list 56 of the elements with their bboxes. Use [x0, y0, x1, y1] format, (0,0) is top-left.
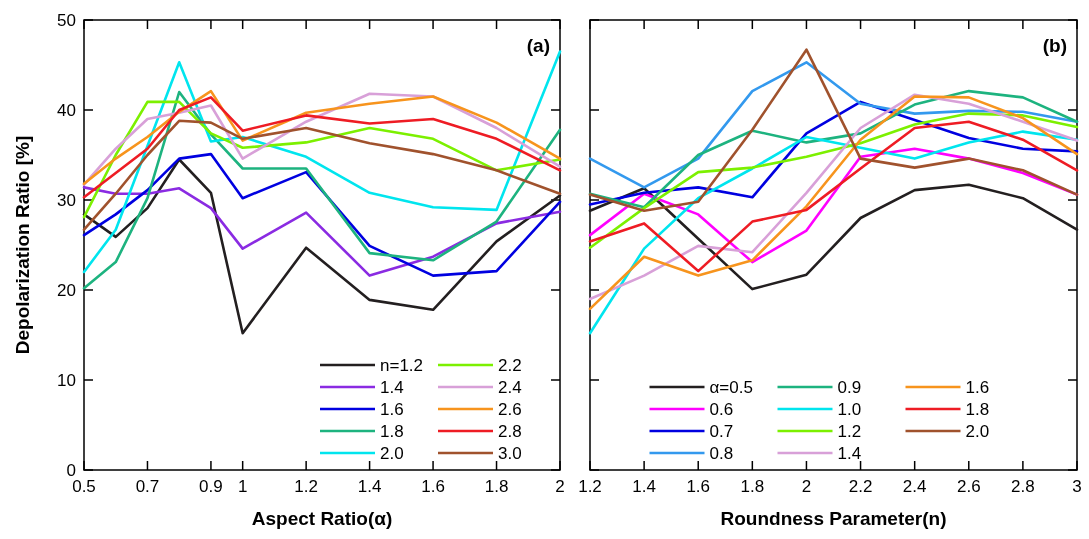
- x-tick-label: 2.4: [902, 477, 927, 496]
- line-series: [82, 158, 562, 335]
- x-tick-label: 0.9: [199, 477, 223, 496]
- legend-label: 2.2: [498, 356, 522, 375]
- x-tick-label: 1.2: [294, 477, 318, 496]
- line-series: [82, 96, 562, 199]
- x-tick-label: 0.7: [135, 477, 160, 496]
- x-tick-label: 2: [555, 477, 565, 496]
- legend-label: 1.8: [380, 422, 404, 441]
- y-tick-label: 40: [57, 101, 76, 120]
- annotation: (a): [526, 35, 550, 56]
- legend-label: 1.6: [380, 400, 404, 419]
- legend-label: 0.9: [837, 378, 862, 397]
- y-tick-label: 0: [66, 461, 76, 480]
- legend-label: 1.8: [965, 400, 990, 419]
- y-tick-label: 20: [57, 281, 76, 300]
- line-series: [82, 90, 562, 290]
- legend-label: 2.8: [498, 422, 522, 441]
- y-tick-label: 10: [57, 371, 76, 390]
- legend-label: 1.0: [837, 400, 862, 419]
- x-tick-label: 1.8: [484, 477, 509, 496]
- annotation: (b): [1042, 35, 1067, 56]
- legend-label: 2.6: [498, 400, 522, 419]
- x-tick-label: 1.8: [740, 477, 765, 496]
- legend-label: 2.0: [965, 422, 990, 441]
- x-tick-label: 1.6: [421, 477, 445, 496]
- x-tick-label: 1.2: [578, 477, 602, 496]
- legend-label: α=0.5: [709, 378, 753, 397]
- legend-label: 1.2: [837, 422, 862, 441]
- x-tick-label: 2: [801, 477, 812, 496]
- x-axis-title: Roundness Parameter(n): [720, 508, 947, 529]
- x-tick-label: 0.5: [72, 477, 96, 496]
- legend-label: 0.8: [709, 444, 734, 463]
- x-tick-label: 1.4: [357, 477, 382, 496]
- x-tick-label: 1.4: [632, 477, 656, 496]
- legend-label: 1.4: [837, 444, 862, 463]
- x-tick-label: 2.6: [956, 477, 981, 496]
- legend-label: 3.0: [498, 444, 522, 463]
- x-tick-label: 2.8: [1011, 477, 1035, 496]
- y-tick-label: 30: [57, 191, 76, 210]
- x-tick-label: 3: [1072, 477, 1082, 496]
- x-tick-label: 2.2: [848, 477, 873, 496]
- y-axis-title: Depolarization Ratio [%]: [12, 135, 33, 355]
- line-series: [82, 152, 562, 277]
- x-axis-title: Aspect Ratio(α): [251, 508, 393, 529]
- legend-label: 0.7: [709, 422, 734, 441]
- line-series: [82, 119, 562, 231]
- x-tick-label: 1: [237, 477, 248, 496]
- legend-label: 0.6: [709, 400, 734, 419]
- legend-label: 1.6: [965, 378, 990, 397]
- y-tick-label: 50: [57, 11, 76, 30]
- legend-label: 2.4: [498, 378, 522, 397]
- legend-label: 1.4: [380, 378, 404, 397]
- legend-label: 2.0: [380, 444, 404, 463]
- legend-label: n=1.2: [380, 356, 424, 375]
- x-tick-label: 1.6: [686, 477, 711, 496]
